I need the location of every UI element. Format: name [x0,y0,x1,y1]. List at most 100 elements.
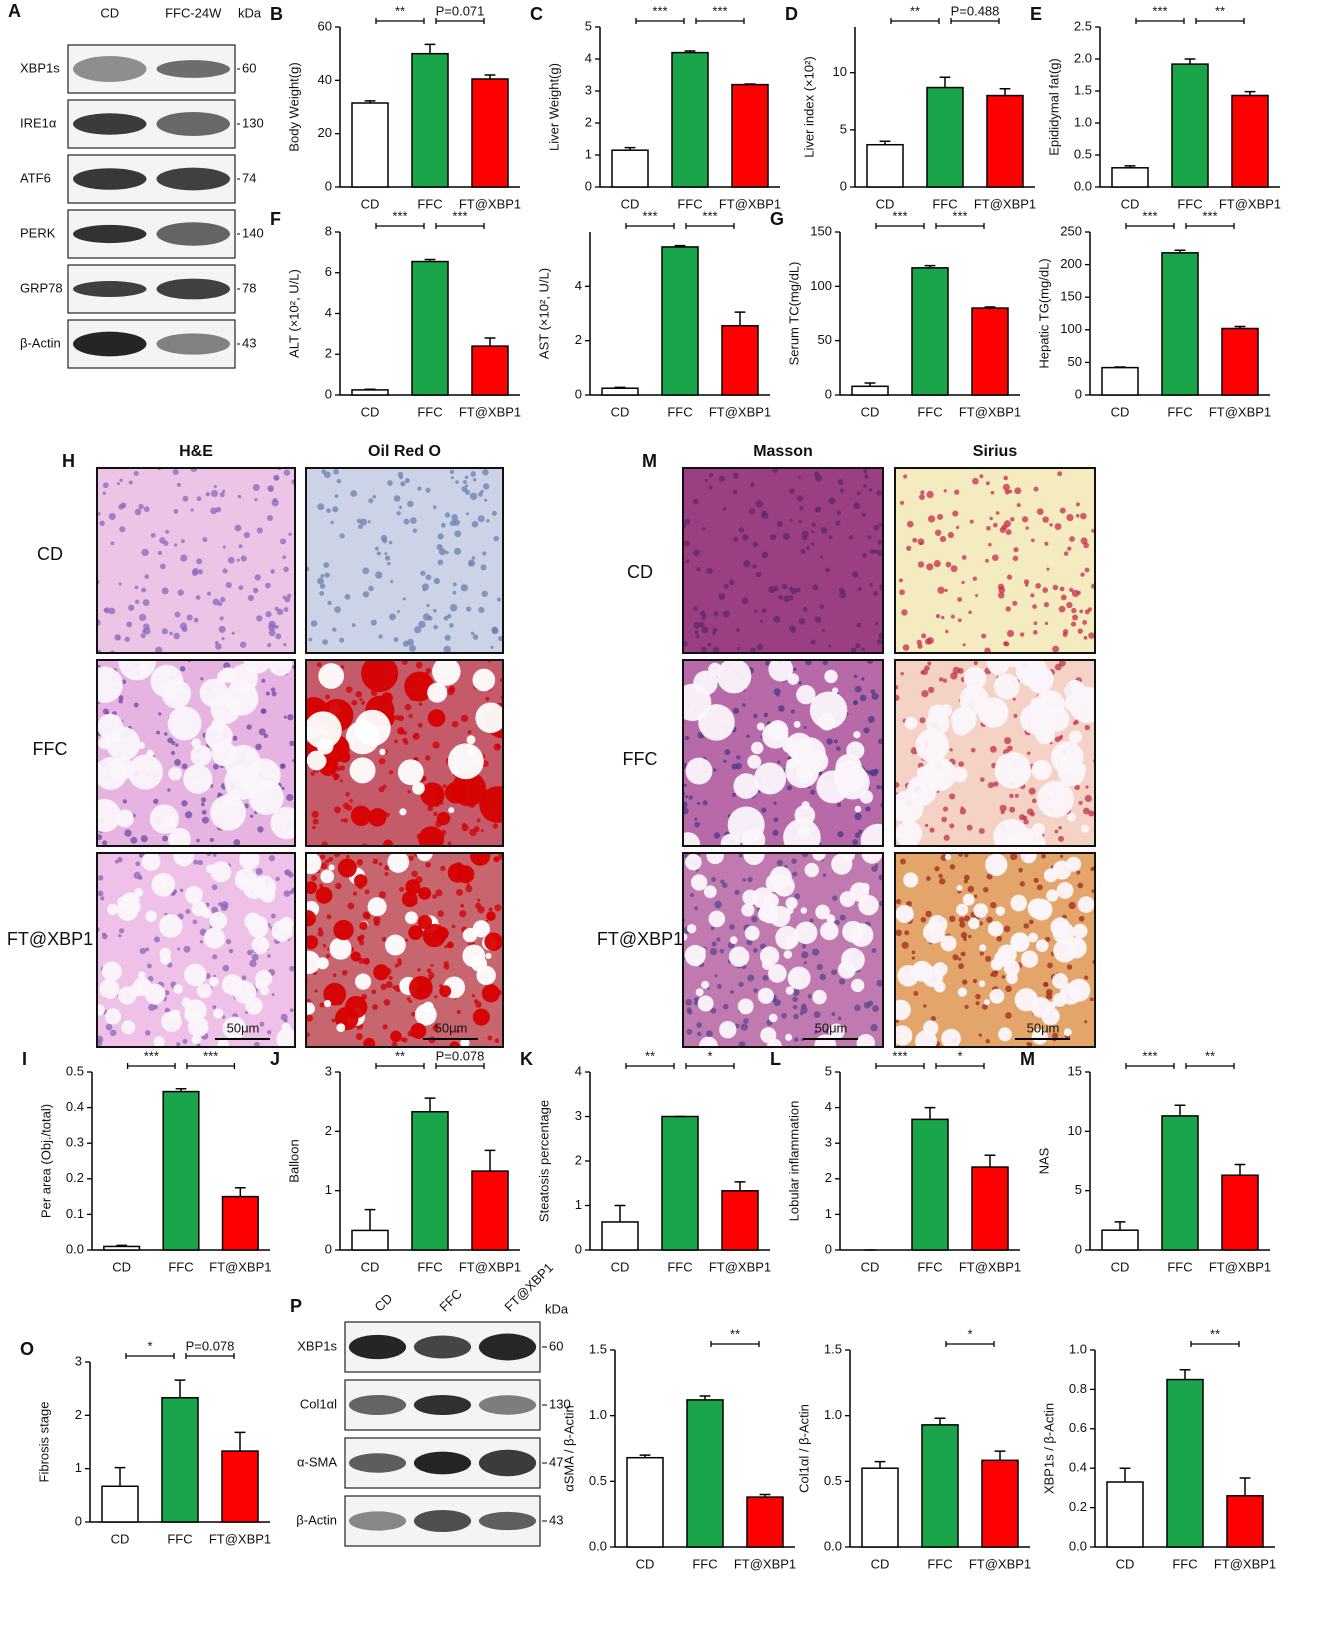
nucleus [920,917,927,923]
x-tick-label: FFC [667,404,692,419]
nucleus [387,480,393,486]
kda-label: 60 [549,1338,563,1353]
nucleus [1070,621,1077,627]
vacuole [251,936,270,954]
nucleus [279,763,286,770]
y-tick-label: 2.0 [1074,50,1092,65]
vacuole [270,806,295,840]
nucleus [307,998,312,1003]
nucleus [772,468,779,474]
nucleus [172,468,179,476]
nucleus [1036,884,1043,891]
nucleus [358,524,364,530]
nucleus [1059,854,1064,858]
nucleus [906,545,912,551]
nucleus [688,795,693,800]
vacuole [816,770,850,804]
nucleus [1014,487,1022,495]
nucleus [144,1030,151,1036]
vacuole [861,853,883,864]
nucleus [433,608,437,613]
nucleus [1088,810,1095,817]
nucleus [163,732,168,736]
nucleus [1080,572,1085,577]
significance-bracket [375,18,425,24]
y-tick-label: 2 [825,1170,832,1185]
nucleus [878,874,883,881]
nucleus [870,689,876,694]
significance-label: *** [1142,208,1157,223]
nucleus [155,646,163,653]
nucleus [422,613,431,621]
nucleus [858,829,863,834]
nucleus [1032,604,1037,609]
nucleus [345,686,353,693]
vacuole [895,820,923,846]
nucleus [440,522,446,528]
vacuole [928,915,948,935]
nucleus [350,490,358,497]
y-tick-label: 200 [1060,256,1082,271]
error-bar [1114,1221,1126,1231]
nucleus [828,535,833,540]
x-tick-label: CD [611,404,630,419]
nucleus [453,547,462,555]
histology-image [683,660,883,846]
error-bar [234,1431,246,1452]
panel-letter: A [8,1,21,21]
vacuole [728,946,750,967]
vacuole [1015,660,1048,687]
nucleus [238,544,243,549]
nucleus [314,989,318,993]
nucleus [217,792,222,797]
vacuole [767,720,789,742]
nucleus [990,490,995,495]
y-tick-label: 6 [325,264,332,279]
x-tick-label: FFC [1177,196,1202,211]
nucleus [375,571,383,579]
nucleus [471,994,476,998]
nucleus [712,631,716,636]
x-tick-label: CD [621,196,640,211]
nucleus [821,628,826,633]
nucleus [732,489,738,495]
nucleus [972,978,978,984]
vacuole [757,987,774,1004]
nucleus [839,488,844,493]
nucleus [871,692,879,700]
scale-label: 50μm [435,1020,468,1035]
vacuole [1065,937,1087,959]
nucleus [289,1008,294,1013]
nucleus [215,506,222,513]
kda-label: 74 [242,170,256,185]
nucleus [289,740,295,747]
nucleus [813,1011,821,1019]
nucleus [949,915,956,922]
nucleus [718,593,726,600]
vacuole [470,853,491,866]
nucleus [1003,475,1008,481]
vacuole [153,1036,165,1047]
nucleus [978,828,985,834]
nucleus [819,604,825,610]
significance-label: ** [730,1326,740,1341]
nucleus [740,1023,748,1031]
nucleus [158,712,162,716]
nucleus [134,585,139,590]
kda-label: 130 [242,115,264,130]
nucleus [810,639,816,645]
nucleus [1084,1020,1088,1024]
vacuole [357,935,364,942]
error-bar [484,74,496,79]
histology-image [97,660,295,846]
nucleus [759,619,764,623]
nucleus [867,715,875,723]
vacuole [379,748,386,756]
vacuole [957,987,968,997]
nucleus [861,512,867,518]
nucleus [1005,606,1011,612]
bar [411,260,449,396]
nucleus [355,691,363,698]
nucleus [368,498,374,504]
bar [1111,167,1149,188]
